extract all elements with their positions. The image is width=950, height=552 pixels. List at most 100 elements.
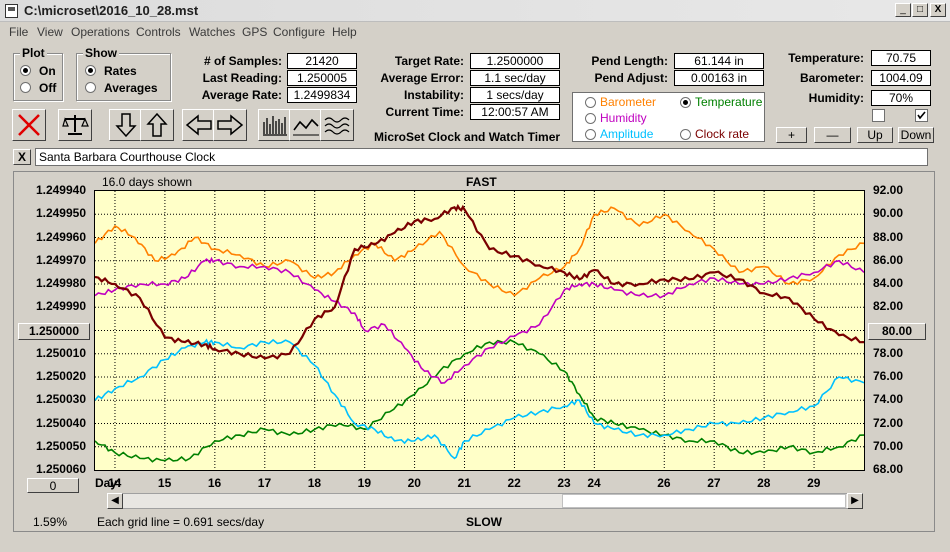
humidity-label: Humidity: bbox=[808, 91, 864, 105]
plot-on-radio[interactable] bbox=[20, 65, 31, 76]
day-prefix-label: Day: bbox=[95, 476, 122, 490]
line-view-button[interactable] bbox=[289, 109, 323, 141]
option-checkbox-1[interactable] bbox=[872, 109, 885, 122]
shift-down-button[interactable] bbox=[109, 109, 143, 141]
scroll-right-button[interactable] bbox=[213, 109, 247, 141]
left-axis-center-button[interactable]: 1.250000 bbox=[18, 323, 90, 340]
day-tick-label: 14 bbox=[107, 476, 122, 490]
left-axis-tick-label: 1.250060 bbox=[35, 462, 86, 476]
humidity-radio[interactable] bbox=[585, 113, 596, 124]
right-axis-tick-label: 90.00 bbox=[873, 206, 904, 221]
plot-on-label: On bbox=[39, 64, 56, 78]
app-icon bbox=[5, 4, 18, 18]
arrow-up-icon bbox=[146, 112, 168, 137]
left-axis-tick-label: 1.250020 bbox=[35, 369, 86, 383]
left-axis-tick-label: 1.249970 bbox=[35, 252, 86, 267]
amplitude-radio[interactable] bbox=[585, 129, 596, 140]
menu-controls[interactable]: Controls bbox=[136, 25, 181, 39]
menu-file[interactable]: File bbox=[9, 25, 29, 39]
minimize-button[interactable]: _ bbox=[895, 3, 911, 17]
scroll-left-button[interactable] bbox=[182, 109, 216, 141]
right-axis-tick-label: 68.00 bbox=[873, 462, 904, 476]
plot-off-radio[interactable] bbox=[20, 82, 31, 93]
minus-button[interactable]: — bbox=[814, 127, 851, 143]
plot-group-label: Plot bbox=[20, 46, 47, 60]
right-axis-tick-label: 72.00 bbox=[873, 415, 904, 430]
maximize-button[interactable]: □ bbox=[912, 3, 928, 17]
menu-watches[interactable]: Watches bbox=[189, 25, 236, 39]
temperature-value: 70.75 bbox=[871, 50, 931, 66]
plot-off-label: Off bbox=[39, 81, 57, 95]
right-axis-center-button[interactable]: 80.00 bbox=[868, 323, 926, 340]
series-selector bbox=[572, 92, 765, 142]
show-averages-label: Averages bbox=[104, 81, 158, 95]
left-axis-tick-label: 1.249940 bbox=[35, 183, 86, 197]
balance-scale-icon bbox=[62, 115, 89, 135]
menu-operations[interactable]: Operations bbox=[71, 25, 130, 39]
clock-name-input[interactable]: Santa Barbara Courthouse Clock bbox=[35, 148, 928, 166]
left-axis-tick-label: 1.249990 bbox=[35, 299, 86, 314]
plus-button[interactable]: + bbox=[776, 127, 807, 143]
left-axis-tick-label: 1.249960 bbox=[35, 229, 86, 244]
pend-adjust-value: 0.00163 in bbox=[674, 70, 764, 86]
scroll-right-arrow-icon[interactable]: ▶ bbox=[847, 493, 863, 509]
bar-view-button[interactable] bbox=[258, 109, 292, 141]
day-tick-label: 23 bbox=[557, 476, 571, 490]
clear-clock-button[interactable]: X bbox=[13, 149, 31, 165]
humidity-value: 70% bbox=[871, 90, 931, 106]
day-tick-label: 18 bbox=[307, 476, 322, 490]
left-axis-tick-label: 1.249980 bbox=[35, 276, 86, 290]
up-button[interactable]: Up bbox=[857, 127, 893, 143]
barometer-legend-label: Barometer bbox=[600, 95, 657, 109]
right-axis-tick-label: 88.00 bbox=[873, 229, 904, 244]
instability-label: Instability: bbox=[403, 88, 464, 102]
samples-label: # of Samples: bbox=[203, 54, 282, 68]
menu-gps[interactable]: GPS bbox=[242, 25, 268, 39]
show-rates-radio[interactable] bbox=[85, 65, 96, 76]
day-tick-label: 16 bbox=[207, 476, 222, 490]
down-button[interactable]: Down bbox=[898, 127, 934, 143]
pend-length-label: Pend Length: bbox=[591, 54, 668, 68]
menu-configure[interactable]: Configure bbox=[273, 25, 326, 39]
average-rate-value: 1.2499834 bbox=[287, 87, 357, 103]
menu-view[interactable]: View bbox=[37, 25, 63, 39]
scrollbar-thumb[interactable] bbox=[562, 494, 846, 508]
left-axis-tick-label: 1.250010 bbox=[35, 345, 86, 360]
samples-value: 21420 bbox=[287, 53, 357, 69]
show-group-label: Show bbox=[83, 46, 119, 60]
stop-button[interactable] bbox=[12, 109, 46, 141]
chart-svg bbox=[95, 191, 864, 470]
barometer-series-line bbox=[95, 206, 864, 297]
show-averages-radio[interactable] bbox=[85, 82, 96, 93]
percent-label: 1.59% bbox=[33, 515, 68, 529]
day-tick-label: 19 bbox=[357, 476, 371, 490]
temperature-radio[interactable] bbox=[680, 97, 691, 108]
barometer-radio[interactable] bbox=[585, 97, 596, 108]
clock-rate-radio[interactable] bbox=[680, 129, 691, 140]
close-button[interactable]: X bbox=[930, 3, 946, 17]
right-axis-tick-label: 82.00 bbox=[873, 299, 904, 314]
menu-help[interactable]: Help bbox=[332, 25, 357, 39]
option-checkbox-2[interactable] bbox=[915, 109, 928, 122]
right-axis-tick-label: 78.00 bbox=[873, 345, 904, 360]
days-shown-label: 16.0 days shown bbox=[102, 175, 193, 189]
left-axis-tick-label: 1.249950 bbox=[35, 206, 86, 221]
temperature-label: Temperature: bbox=[788, 51, 864, 65]
stop-x-icon bbox=[18, 114, 40, 136]
scroll-left-arrow-icon[interactable]: ◀ bbox=[107, 493, 123, 509]
title-bar: C:\microset\2016_10_28.mst _ □ X bbox=[0, 0, 950, 22]
bar-graph-icon bbox=[263, 116, 287, 136]
left-axis-tick-label: 1.250040 bbox=[35, 415, 86, 430]
shift-up-button[interactable] bbox=[140, 109, 174, 141]
slow-label: SLOW bbox=[466, 515, 502, 529]
target-rate-label: Target Rate: bbox=[394, 54, 464, 68]
amplitude-series-line bbox=[95, 338, 864, 460]
offset-button[interactable]: 0 bbox=[27, 478, 79, 493]
wave-icon bbox=[324, 117, 350, 135]
left-axis-tick-label: 1.250030 bbox=[35, 392, 86, 407]
window-title: C:\microset\2016_10_28.mst bbox=[24, 3, 199, 18]
wave-view-button[interactable] bbox=[320, 109, 354, 141]
arrow-down-icon bbox=[115, 113, 137, 138]
balance-button[interactable] bbox=[58, 109, 92, 141]
show-group bbox=[76, 53, 171, 101]
